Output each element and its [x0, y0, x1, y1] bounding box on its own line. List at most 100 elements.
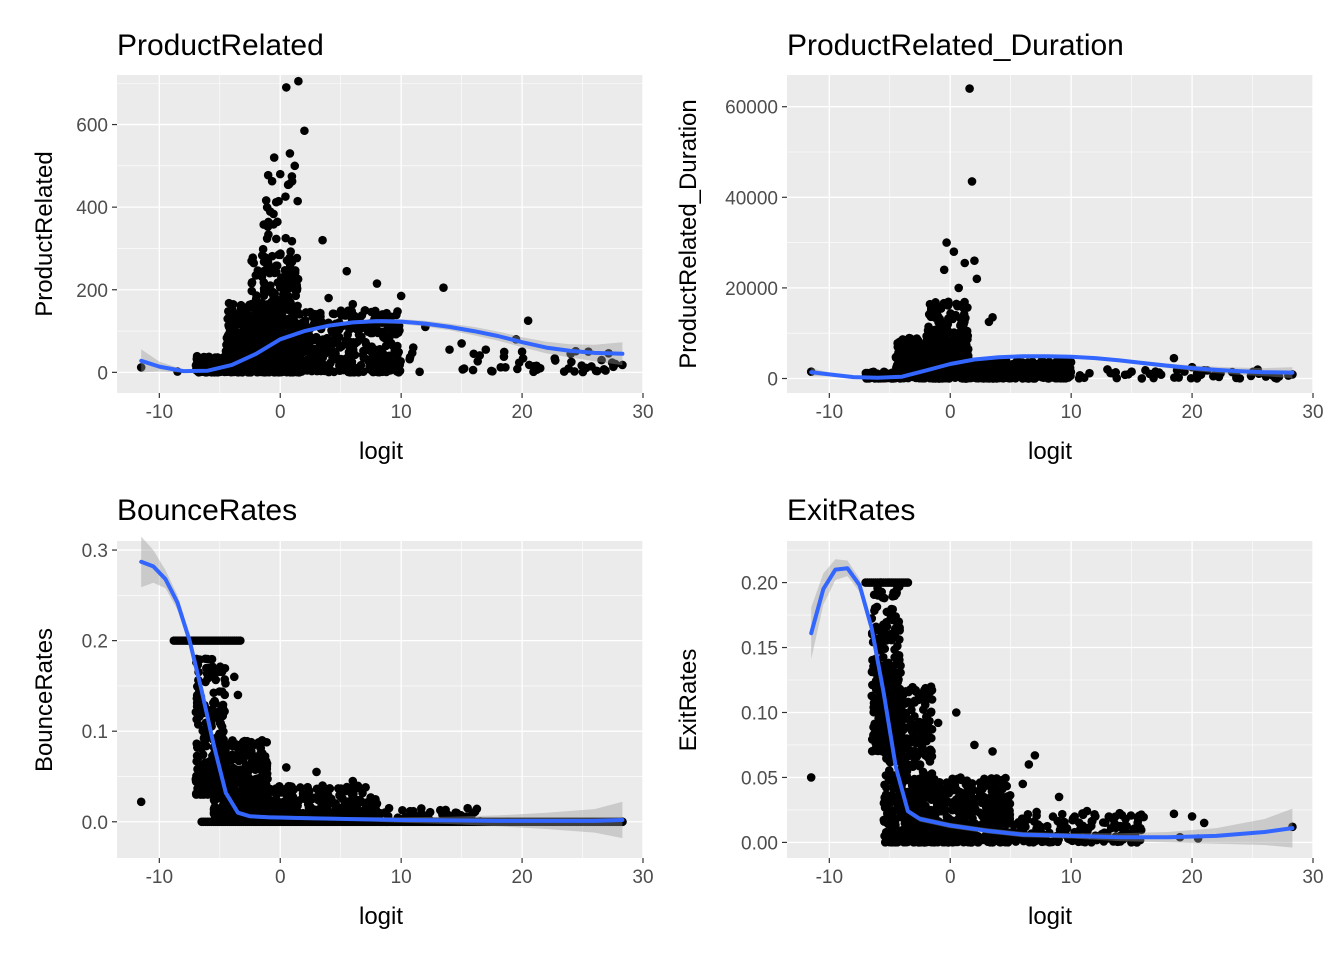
scatter-point — [984, 367, 993, 377]
scatter-point — [221, 761, 231, 770]
scatter-point — [209, 358, 218, 367]
y-tick-label: 0.3 — [82, 541, 108, 562]
scatter-point — [381, 341, 391, 351]
scatter-point — [914, 695, 923, 705]
scatter-point — [246, 748, 256, 758]
scatter-point — [257, 803, 267, 812]
scatter-point — [277, 276, 287, 285]
scatter-point — [372, 799, 382, 808]
scatter-point — [262, 789, 271, 799]
scatter-point — [201, 677, 210, 687]
scatter-point — [895, 708, 905, 718]
scatter-point — [281, 233, 291, 243]
scatter-point — [933, 353, 943, 363]
scatter-point — [214, 810, 223, 820]
scatter-point — [136, 363, 146, 372]
scatter-point — [324, 293, 333, 303]
scatter-point — [1054, 371, 1063, 380]
scatter-point — [920, 688, 929, 698]
scatter-point — [304, 786, 314, 796]
y-tick-label: 0.0 — [82, 813, 108, 834]
scatter-point — [372, 279, 382, 288]
panel-product-related-duration: ProductRelated_Duration logit ProductRel… — [675, 29, 1124, 465]
scatter-point — [267, 251, 277, 261]
scatter-point — [246, 761, 256, 771]
scatter-point — [878, 652, 888, 662]
scatter-point — [883, 671, 893, 680]
scatter-point — [285, 259, 295, 269]
scatter-point — [276, 807, 286, 817]
y-axis-label: ProductRelated_Duration — [675, 99, 702, 369]
scatter-point — [246, 334, 256, 344]
scatter-point — [960, 258, 970, 268]
scatter-point — [1154, 368, 1164, 377]
scatter-point — [364, 325, 374, 334]
scatter-point — [618, 360, 627, 370]
scatter-point — [457, 339, 466, 348]
scatter-point — [879, 664, 889, 673]
scatter-point — [953, 336, 962, 346]
scatter-point — [898, 335, 908, 344]
scatter-point — [963, 303, 972, 312]
scatter-point — [998, 800, 1007, 809]
scatter-point — [250, 322, 259, 331]
scatter-point — [269, 367, 279, 377]
scatter-point — [235, 334, 244, 344]
scatter-point — [234, 313, 244, 322]
scatter-point — [942, 238, 951, 247]
scatter-point — [959, 309, 969, 319]
scatter-point — [391, 322, 401, 332]
scatter-point — [1037, 372, 1047, 382]
scatter-point — [215, 745, 225, 755]
scatter-point — [336, 784, 346, 793]
scatter-point — [487, 366, 496, 376]
scatter-point — [886, 700, 895, 709]
scatter-point — [880, 629, 890, 639]
scatter-point — [211, 776, 221, 786]
scatter-point — [204, 773, 213, 783]
scatter-point — [275, 250, 285, 260]
scatter-point — [282, 302, 291, 311]
scatter-point — [262, 362, 272, 372]
scatter-point — [293, 196, 302, 206]
scatter-point — [229, 672, 239, 682]
scatter-point — [266, 806, 276, 815]
plot-area-3 — [787, 541, 1314, 858]
scatter-point — [192, 739, 202, 748]
scatter-point — [997, 358, 1007, 368]
scatter-point — [281, 192, 290, 201]
scatter-point — [314, 795, 323, 805]
scatter-point — [303, 337, 313, 346]
scatter-point — [263, 170, 273, 180]
scatter-point — [361, 340, 371, 349]
scatter-point — [926, 745, 935, 754]
scatter-point — [289, 269, 299, 278]
scatter-point — [907, 699, 917, 708]
scatter-point — [890, 614, 899, 624]
scatter-point — [923, 341, 933, 351]
scatter-point — [880, 780, 889, 790]
scatter-point — [196, 764, 205, 774]
scatter-point — [209, 804, 219, 813]
x-tick-label: 10 — [391, 402, 412, 423]
scatter-point — [1214, 372, 1224, 382]
y-tick-label: 0 — [97, 363, 108, 384]
scatter-point — [360, 306, 370, 315]
scatter-point — [1137, 374, 1147, 383]
scatter-point — [259, 291, 269, 300]
scatter-point — [880, 736, 890, 746]
scatter-point — [398, 806, 407, 815]
scatter-point — [982, 360, 992, 370]
scatter-point — [207, 655, 216, 664]
scatter-point — [887, 604, 896, 614]
smooth-line — [809, 354, 1295, 380]
scatter-point — [439, 283, 448, 292]
scatter-point — [1015, 372, 1024, 381]
scatter-point — [369, 356, 379, 366]
scatter-point — [988, 374, 998, 383]
scatter-point — [288, 794, 298, 804]
scatter-point — [912, 736, 922, 746]
scatter-point — [318, 781, 327, 790]
scatter-point — [255, 366, 264, 376]
scatter-point — [1170, 373, 1179, 382]
